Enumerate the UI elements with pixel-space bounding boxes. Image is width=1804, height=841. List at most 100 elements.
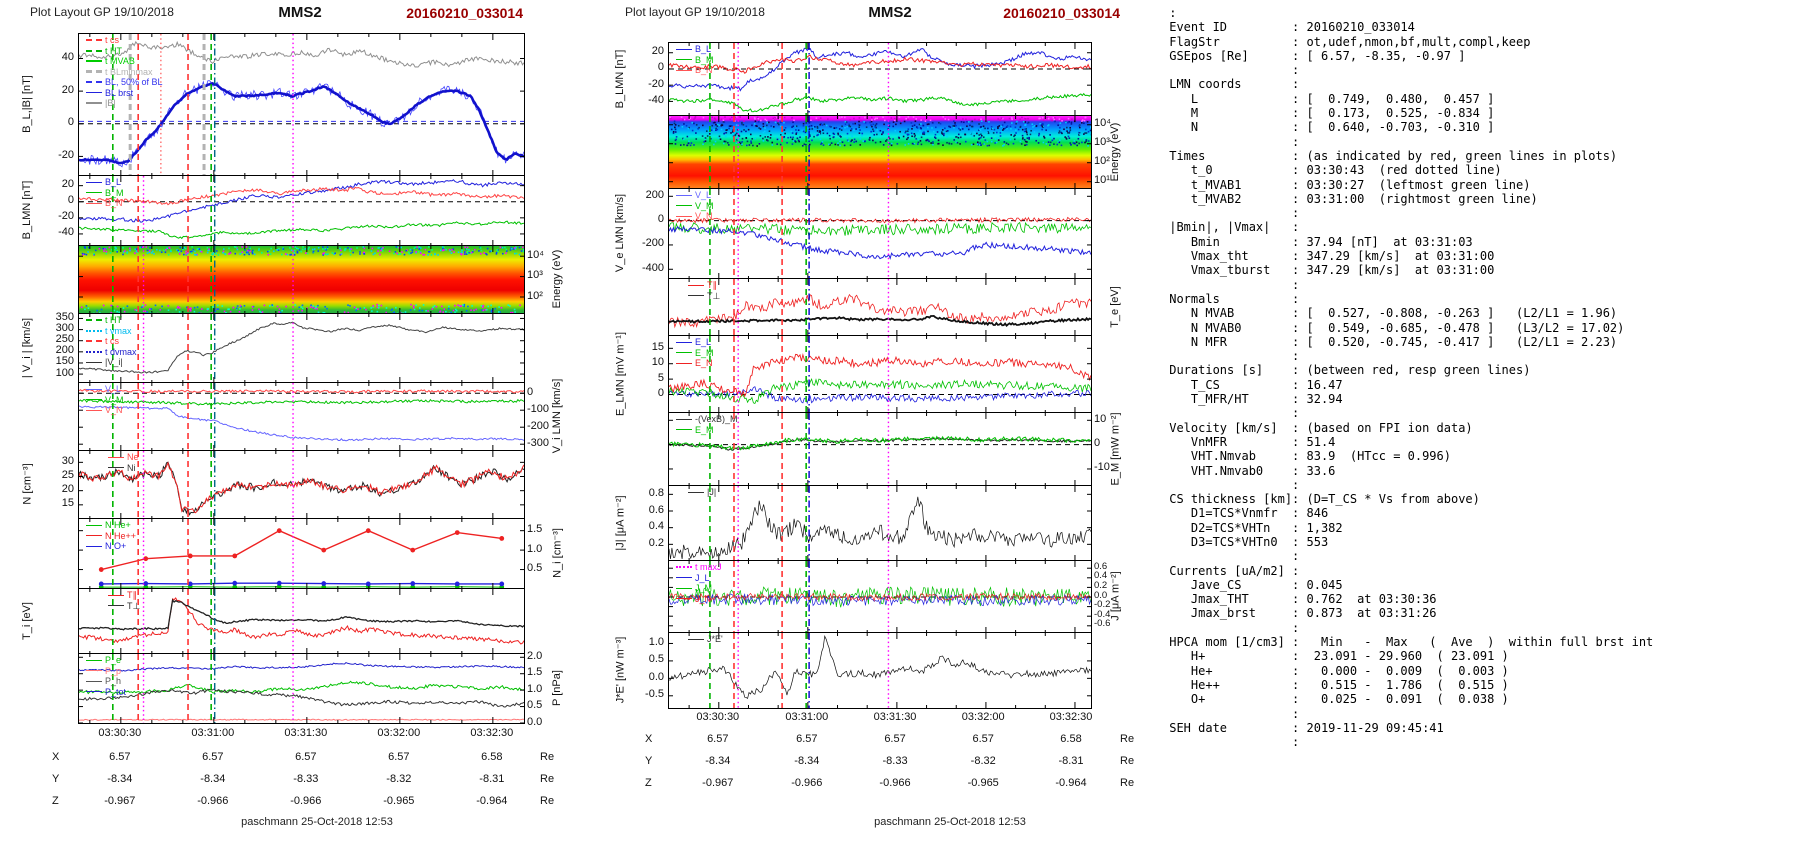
legend-label: BL brst [105, 87, 134, 98]
legend-line-sample [86, 202, 102, 204]
legend-line-sample [86, 81, 102, 84]
y-tick-label: 0 [67, 194, 74, 207]
time-tick-label: 03:30:30 [98, 727, 142, 739]
legend-item: |J| [688, 487, 716, 498]
legend-item: T∥ [108, 590, 140, 601]
legend-item: T∥ [688, 280, 720, 291]
ephemeris-value: -8.34 [705, 755, 731, 767]
ephemeris-unit: Re [1120, 777, 1135, 789]
panel-legend: V_L V_M V_N [86, 384, 124, 416]
legend-line-sample [688, 638, 704, 640]
ephemeris-value: -8.34 [200, 773, 226, 785]
y-tick-label: 350 [55, 310, 74, 323]
y-tick-label: 10³ [1094, 136, 1110, 149]
event-id-label: 20160210_033014 [1003, 5, 1120, 21]
y-tick-label: 40 [61, 50, 74, 63]
legend-line-sample [86, 102, 102, 105]
y-tick-label: -10 [1094, 461, 1110, 474]
legend-label: T∥ [707, 280, 717, 290]
legend-line-sample [688, 284, 704, 286]
legend-line-sample [86, 361, 102, 363]
legend-label: N He+ [105, 520, 131, 530]
legend-item: t vmax [86, 326, 137, 337]
ephemeris-row-label: Y [52, 773, 60, 785]
y-tick-label: 200 [55, 344, 74, 357]
figure-middle: Plot layout GP 19/10/2018 MMS2 20160210_… [550, 0, 1162, 841]
legend-label: T⊥ [127, 600, 141, 611]
legend-item: V_N [676, 211, 714, 222]
y-axis-label: |J| [μA m⁻²] [614, 494, 627, 551]
legend-item: J_L [676, 573, 722, 584]
y-tick-label: 0.0 [648, 670, 664, 683]
y-tick-label: -400 [641, 261, 664, 274]
y-axis-label: V_e LMN [km/s] [614, 193, 626, 273]
y-tick-label: 0.4 [648, 520, 664, 533]
spacecraft-title: MMS2 [278, 4, 322, 21]
legend-line-sample [108, 594, 124, 596]
legend-item: B_M [86, 188, 124, 199]
legend-line-sample [676, 215, 692, 217]
legend-item: T⊥ [688, 291, 720, 302]
legend-item: E_L [676, 337, 714, 348]
legend-label: V_L [105, 384, 122, 394]
ephemeris-value: -0.966 [791, 777, 823, 789]
right-axis-label: Energy (eV) [1109, 122, 1121, 181]
y-tick-label: -20 [648, 77, 664, 90]
legend-line-sample [86, 350, 102, 353]
legend-label: E_L [695, 337, 712, 347]
legend-line-sample [86, 399, 102, 401]
y-tick-label: 300 [55, 322, 74, 335]
y-tick-label: 5 [657, 371, 664, 384]
legend-line-sample [676, 194, 692, 196]
time-tick-label: 03:31:30 [284, 727, 328, 739]
y-tick-label: 10² [1094, 155, 1110, 168]
legend-item: B_M [676, 55, 714, 66]
legend-line-sample [108, 456, 124, 458]
legend-label: Ne [127, 452, 139, 462]
legend-item: V_L [676, 190, 714, 201]
legend-line-sample [86, 340, 102, 343]
legend-item: V_M [86, 395, 124, 406]
legend-item: t dvmax [86, 347, 137, 358]
y-tick-label: -200 [641, 237, 664, 250]
legend-item: t maxJ [676, 562, 722, 573]
legend-line-sample [676, 429, 692, 431]
legend-line-sample [86, 70, 102, 74]
legend-line-sample [86, 39, 102, 42]
legend-item: J*E' [688, 634, 723, 645]
legend-item: t HT [86, 315, 137, 326]
right-axis-label: E_M [mW m⁻²] [1109, 411, 1122, 486]
y-tick-label: 200 [645, 188, 664, 201]
y-tick-label: 15 [61, 497, 74, 510]
legend-line-sample [688, 295, 704, 297]
ephemeris-value: 6.58 [1060, 733, 1082, 745]
legend-label: V_N [105, 405, 123, 415]
legend-label: B_M [695, 54, 714, 65]
ephemeris-unit: Re [540, 773, 555, 785]
panel-legend: t cs t HT t MVAB t BLminmax BL, 50% of BL BL … [86, 35, 163, 109]
plot-panel-fig2-e-spec [668, 115, 1092, 190]
y-tick-label: 0.8 [648, 486, 664, 499]
legend-item: V_M [676, 201, 714, 212]
legend-label: E_M [695, 347, 714, 358]
ephemeris-value: -0.966 [197, 795, 229, 807]
y-tick-label: -0.6 [1094, 618, 1111, 630]
y-tick-label: -0.4 [1094, 608, 1111, 620]
time-tick-label: 03:32:00 [377, 727, 421, 739]
legend-label: P_h [105, 676, 122, 686]
ephemeris-value: -8.31 [1058, 755, 1084, 767]
time-tick-label: 03:32:30 [470, 727, 514, 739]
y-tick-label: 150 [55, 355, 74, 368]
y-tick-label: -20 [58, 148, 74, 161]
legend-label: P_tot [105, 686, 127, 697]
ephemeris-value: -8.33 [293, 773, 319, 785]
legend-item: BL brst [86, 88, 163, 99]
legend-line-sample [676, 69, 692, 71]
legend-item: N He+ [86, 520, 136, 531]
y-tick-label: 25 [61, 469, 74, 481]
legend-item: E_N [676, 358, 714, 369]
y-tick-label: 20 [61, 483, 74, 496]
figure-footer: paschmann 25-Oct-2018 12:53 [241, 816, 393, 828]
y-tick-label: -300 [527, 436, 550, 449]
